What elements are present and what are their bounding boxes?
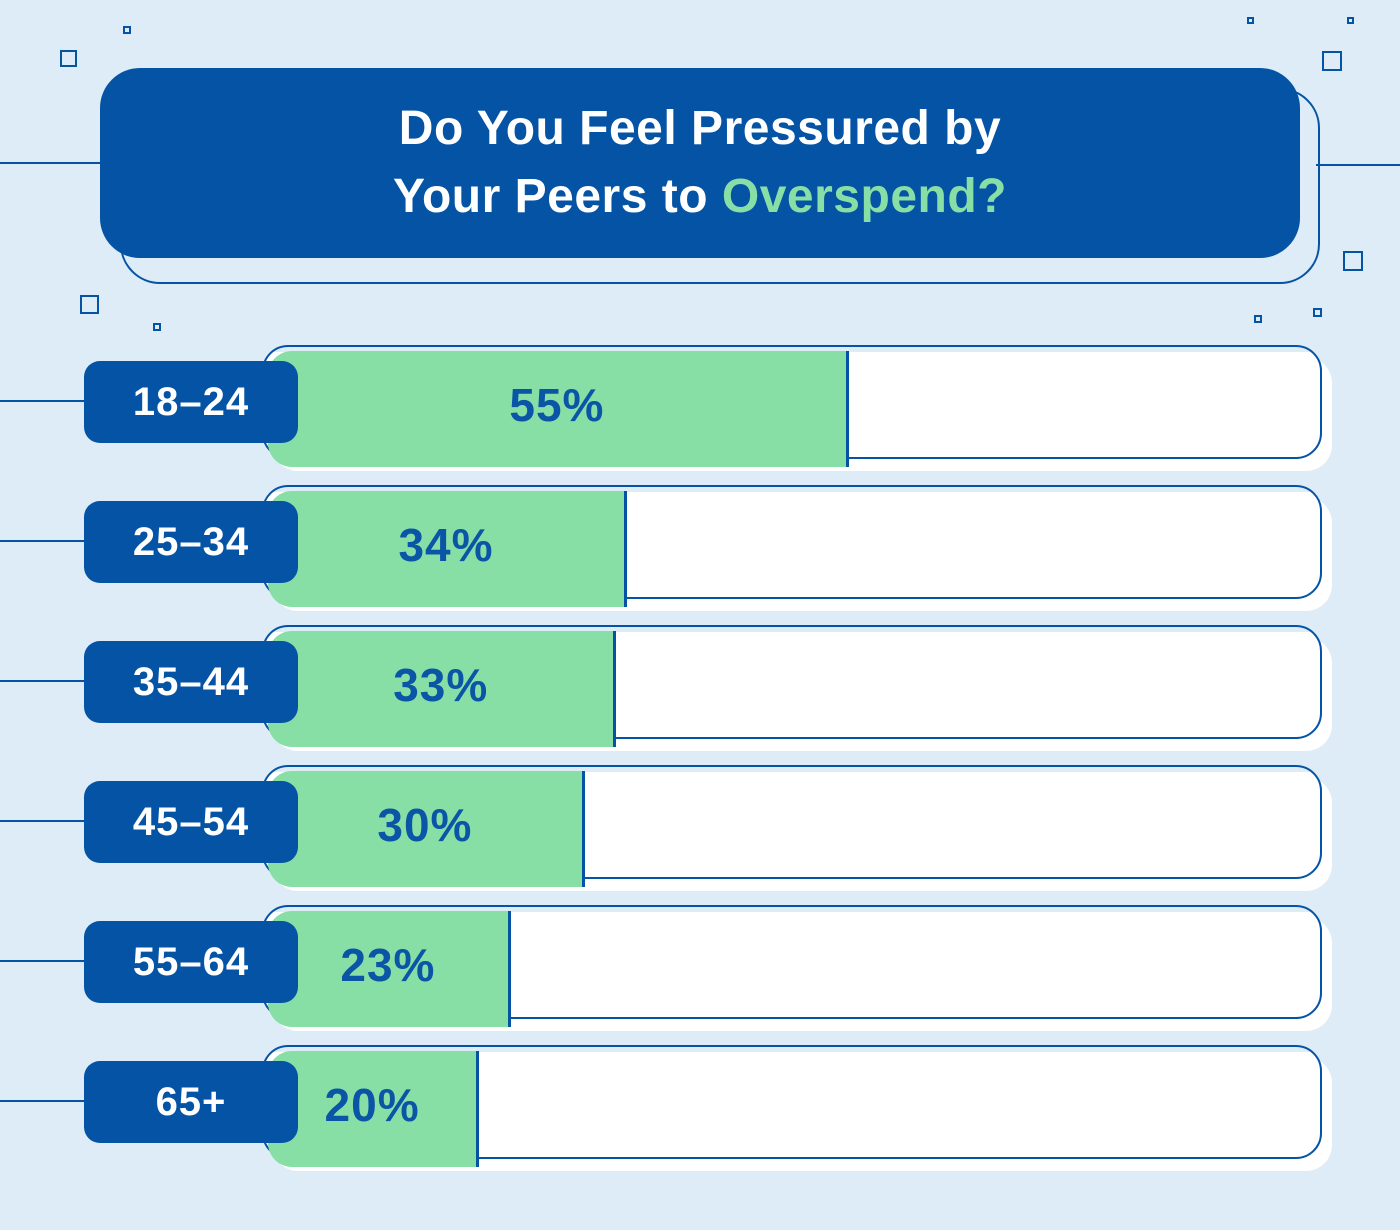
row-connector-line (0, 680, 86, 682)
row-connector-line (0, 960, 86, 962)
bar-row: 34% 25–34 (0, 485, 1400, 607)
age-group-label: 45–54 (132, 799, 250, 844)
bar-fill: 34% (268, 491, 628, 607)
bar-fill: 20% (268, 1051, 480, 1167)
title-left-line (0, 162, 102, 164)
age-group-label: 55–64 (132, 939, 250, 984)
decor-square-icon (80, 295, 99, 314)
row-connector-line (0, 540, 86, 542)
bar-row: 30% 45–54 (0, 765, 1400, 887)
bar-value-label: 30% (377, 799, 473, 851)
bar-value-label: 55% (509, 379, 605, 431)
decor-square-icon (1322, 51, 1342, 71)
age-group-chip: 45–54 (84, 781, 298, 863)
bar-fill: 23% (268, 911, 511, 1027)
bar-track: 33% (262, 625, 1322, 747)
bar-value-label: 33% (393, 659, 489, 711)
age-group-label: 25–34 (132, 519, 250, 564)
bar-track: 55% (262, 345, 1322, 467)
bar-row: 20% 65+ (0, 1045, 1400, 1167)
decor-square-icon (1313, 308, 1322, 317)
age-group-label: 65+ (155, 1079, 227, 1124)
decor-square-icon (1343, 251, 1363, 271)
chart-title: Do You Feel Pressured by Your Peers to O… (100, 68, 1300, 258)
title-line-2: Your Peers to Overspend? (393, 170, 1007, 223)
age-group-chip: 18–24 (84, 361, 298, 443)
bar-fill: 55% (268, 351, 849, 467)
decor-square-icon (60, 50, 77, 67)
title-line-1: Do You Feel Pressured by (398, 102, 1002, 155)
age-group-chip: 25–34 (84, 501, 298, 583)
row-connector-line (0, 400, 86, 402)
bar-track: 20% (262, 1045, 1322, 1167)
age-group-chip: 65+ (84, 1061, 298, 1143)
bar-row: 33% 35–44 (0, 625, 1400, 747)
title-highlight: Overspend? (721, 170, 1007, 223)
age-group-chip: 55–64 (84, 921, 298, 1003)
bar-value-label: 20% (324, 1079, 420, 1131)
bar-fill: 30% (268, 771, 585, 887)
age-group-label: 18–24 (132, 379, 250, 424)
bar-track: 30% (262, 765, 1322, 887)
row-connector-line (0, 1100, 86, 1102)
decor-square-icon (1347, 17, 1354, 24)
bar-track: 23% (262, 905, 1322, 1027)
bar-row: 23% 55–64 (0, 905, 1400, 1027)
bar-fill: 33% (268, 631, 617, 747)
decor-square-icon (1247, 17, 1254, 24)
row-connector-line (0, 820, 86, 822)
age-group-label: 35–44 (132, 659, 250, 704)
title-right-line (1316, 164, 1400, 166)
bar-value-label: 23% (340, 939, 436, 991)
decor-square-icon (123, 26, 131, 34)
bar-row: 55% 18–24 (0, 345, 1400, 467)
bar-track: 34% (262, 485, 1322, 607)
decor-square-icon (1254, 315, 1262, 323)
decor-square-icon (153, 323, 161, 331)
age-group-chip: 35–44 (84, 641, 298, 723)
bar-value-label: 34% (398, 519, 494, 571)
